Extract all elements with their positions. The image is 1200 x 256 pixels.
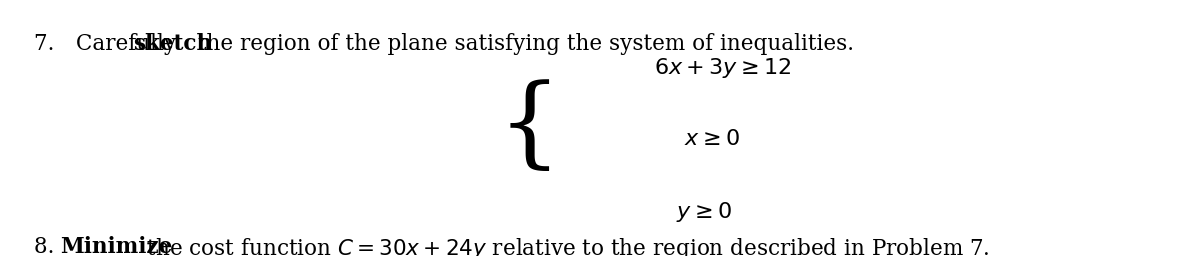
Text: {: { xyxy=(498,80,562,176)
Text: the cost function $C = 30x + 24y$ relative to the region described in Problem 7.: the cost function $C = 30x + 24y$ relati… xyxy=(140,236,990,256)
Text: 8.: 8. xyxy=(34,236,61,256)
Text: $y \geq 0$: $y \geq 0$ xyxy=(676,200,731,224)
Text: the region of the plane satisfying the system of inequalities.: the region of the plane satisfying the s… xyxy=(191,33,854,55)
Text: 7.  Carefully: 7. Carefully xyxy=(34,33,182,55)
Text: $6x + 3y \geq 12$: $6x + 3y \geq 12$ xyxy=(654,56,791,80)
Text: Minimize: Minimize xyxy=(60,236,173,256)
Text: sketch: sketch xyxy=(133,33,212,55)
Text: $x \geq 0$: $x \geq 0$ xyxy=(684,128,740,150)
